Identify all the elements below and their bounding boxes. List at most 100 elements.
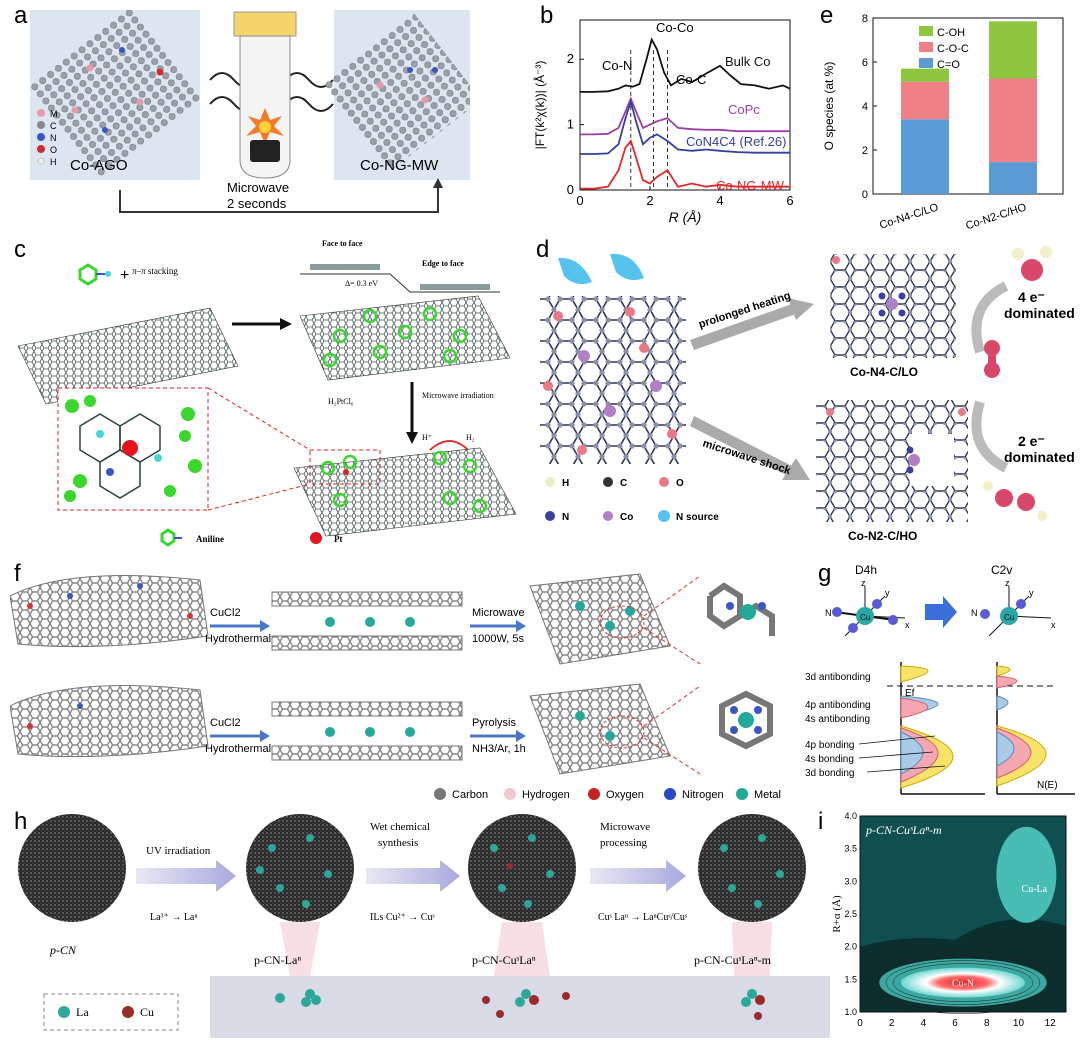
f-route-bottom-2: NH3/Ar, 1h (472, 743, 526, 755)
sample-3: p-CN-CuˢLaⁿ-m (694, 953, 772, 967)
x-tick-label: 4 (716, 193, 723, 208)
step-sub-2: Cuˢ Laⁿ → LaⁿCuˢ/Cuˢ (598, 912, 687, 923)
legend-swatch-1 (919, 42, 933, 52)
y-tick-label: 1.5 (844, 974, 857, 984)
legend-metal: Metal (754, 789, 781, 801)
panel-label-d: d (536, 236, 550, 263)
bar-1-1 (989, 78, 1037, 163)
series-line-3 (580, 139, 790, 190)
contour-2 (878, 957, 1048, 1008)
series-label-2: CoN4C4 (Ref.26) (686, 134, 786, 149)
x-axis-label: R (Å) (669, 209, 702, 225)
legend-swatch-0 (919, 58, 933, 68)
panel-d-legend: H C O N Co N source (545, 477, 719, 523)
svg-text:x: x (1051, 620, 1056, 630)
contour-0 (892, 963, 1034, 1002)
y-tick-label: 4 (862, 101, 868, 113)
legend-text-0: C=O (937, 59, 960, 71)
y-axis-label: O species (at %) (822, 62, 836, 151)
svg-text:z: z (861, 578, 866, 588)
x-tick-label: 12 (1045, 1018, 1057, 1029)
legend-o: O (50, 145, 57, 155)
legend-carbon: Carbon (452, 789, 488, 801)
atom-cu-left: Cu (860, 613, 870, 622)
panel-d-graphic: prolonged heating microwave shock Co-N4-… (540, 246, 1075, 543)
legend-hydrogen: Hydrogen (522, 789, 570, 801)
peak-label-0: Cu-N (952, 979, 974, 990)
y-tick-label: 2 (567, 51, 574, 66)
x-tick-label: 0 (857, 1018, 863, 1029)
bar-1-2 (989, 21, 1037, 79)
x-tick-label: 2 (889, 1018, 895, 1029)
f-route-top-1: Microwave (472, 607, 525, 619)
legend-oxygen: Oxygen (606, 789, 644, 801)
svg-text:+: + (120, 267, 129, 284)
x-tick-label: 2 (646, 193, 653, 208)
process-label: Microwave irradiation (422, 391, 494, 400)
step-sub-0: La³⁺ → Laⁿ (150, 912, 198, 923)
y-tick-label: 0 (567, 182, 574, 197)
y-axis-label: R+α (Å) (832, 895, 843, 933)
panel-h-graphic: p-CN UV irradiation Wet chemical synthes… (18, 814, 830, 1038)
legend-text-1: C-O-C (937, 43, 969, 55)
svg-text:x: x (905, 620, 910, 630)
series-label-1: CoPc (728, 102, 760, 117)
step-1: Wet chemical (370, 821, 430, 833)
peak-label-1: Cu-La (1022, 884, 1048, 895)
svg-text:synthesis: synthesis (378, 837, 418, 849)
legend-la: La (76, 1005, 89, 1019)
contour-4 (864, 951, 1062, 1014)
legend-swatch-2 (919, 26, 933, 36)
svg-text:processing: processing (600, 837, 648, 849)
y-tick-label: 2.5 (844, 909, 857, 919)
series-line-2 (580, 98, 790, 155)
result-bottom-1: 2 e⁻ (1018, 433, 1045, 449)
legend-o: O (676, 478, 684, 489)
x-tick-label: 8 (984, 1018, 990, 1029)
label-2s: 2 seconds (227, 196, 287, 211)
label-co-ng-mw: Co-NG-MW (360, 157, 439, 174)
bar-0-0 (901, 119, 949, 194)
series-label-3: Co-NG-MW (716, 178, 785, 193)
f-reagent-2: CuCl2 (210, 717, 241, 729)
atom-n-left: N (825, 608, 832, 618)
annot-co-co: Co-Co (656, 20, 694, 35)
bar-1-0 (989, 162, 1037, 194)
legend-pt: Pt (334, 534, 343, 544)
sphere-2 (468, 814, 576, 922)
product-top: Co-N4-C/LO (850, 365, 918, 379)
sphere-3 (698, 814, 806, 922)
face-to-face: Face to face (322, 239, 363, 248)
legend-n: N (562, 512, 569, 523)
legend-aniline: Aniline (196, 534, 224, 544)
series-label-0: Bulk Co (725, 54, 771, 69)
y-tick-label: 6 (862, 57, 868, 69)
panel-a: M C N O H Co-AGO Microwave 2 seconds Co-… (30, 10, 470, 220)
panel-d: prolonged heating microwave shock Co-N4-… (530, 236, 1078, 552)
panel-label-a: a (14, 2, 28, 29)
panel-e-chart: 0 2 4 6 8 O species (at %) Co-N4-C/LO Co-N2-C/H… (822, 13, 1064, 232)
level-1: Ef (905, 688, 915, 699)
panel-g-graphic: D4h C2v Cu N z y x Cu N z y x (805, 563, 1075, 795)
y-tick-label: 0 (862, 189, 868, 201)
h2-label: H₂ (466, 433, 475, 442)
panel-label-b: b (540, 2, 554, 29)
level-2: 4p antibonding (805, 700, 871, 711)
contour-3 (871, 954, 1055, 1011)
sphere-1 (246, 814, 354, 922)
heatmap-cu-la-region (996, 826, 1057, 923)
legend-h: H (562, 478, 569, 489)
x-tick-label: 10 (1013, 1018, 1025, 1029)
sample-2: p-CN-CuˢLaⁿ (472, 953, 536, 967)
result-bottom-2: dominated (1004, 449, 1075, 465)
step-2: Microwave (600, 821, 650, 833)
legend-n-source: N source (676, 512, 719, 523)
f-step-1: Hydrothermal (205, 633, 271, 645)
legend-c: C (50, 121, 57, 131)
annot-co-c: Co-C (676, 72, 706, 87)
legend-h: H (50, 157, 57, 167)
y-axis-label: |FT(k²χ(k))| (Å⁻³) (532, 61, 547, 150)
panel-h: p-CN UV irradiation Wet chemical synthes… (10, 808, 830, 1040)
product-bottom: Co-N2-C/HO (848, 529, 917, 543)
legend-text-2: C-OH (937, 27, 965, 39)
